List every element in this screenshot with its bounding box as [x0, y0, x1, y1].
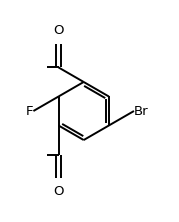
Text: O: O: [53, 185, 64, 198]
Text: O: O: [53, 24, 64, 37]
Text: Br: Br: [134, 105, 149, 117]
Text: F: F: [26, 105, 33, 117]
